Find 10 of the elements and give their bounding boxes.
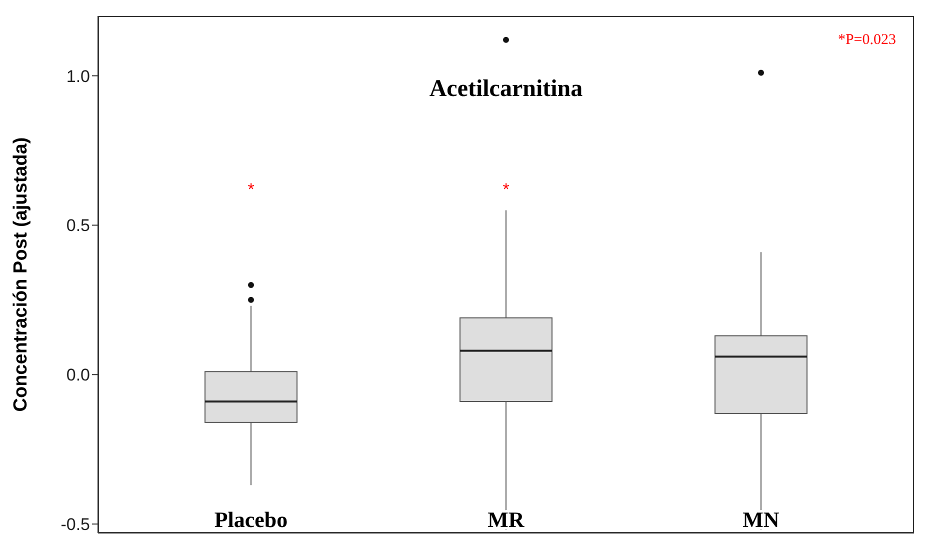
- y-tick-label: 0.5: [66, 216, 90, 236]
- annotation: *: [246, 180, 256, 200]
- annotation: *P=0.023: [838, 32, 896, 49]
- y-tick-label: -0.5: [60, 515, 90, 534]
- annotation: *: [502, 180, 510, 200]
- y-tick-label: 0.0: [66, 366, 90, 385]
- text: Acetilcarnitina: [428, 76, 584, 103]
- y-tick-label: 1.0: [66, 66, 90, 86]
- x-tick-label: Placebo: [214, 507, 288, 532]
- y-axis-title: Concentración Post (ajustada): [10, 137, 32, 412]
